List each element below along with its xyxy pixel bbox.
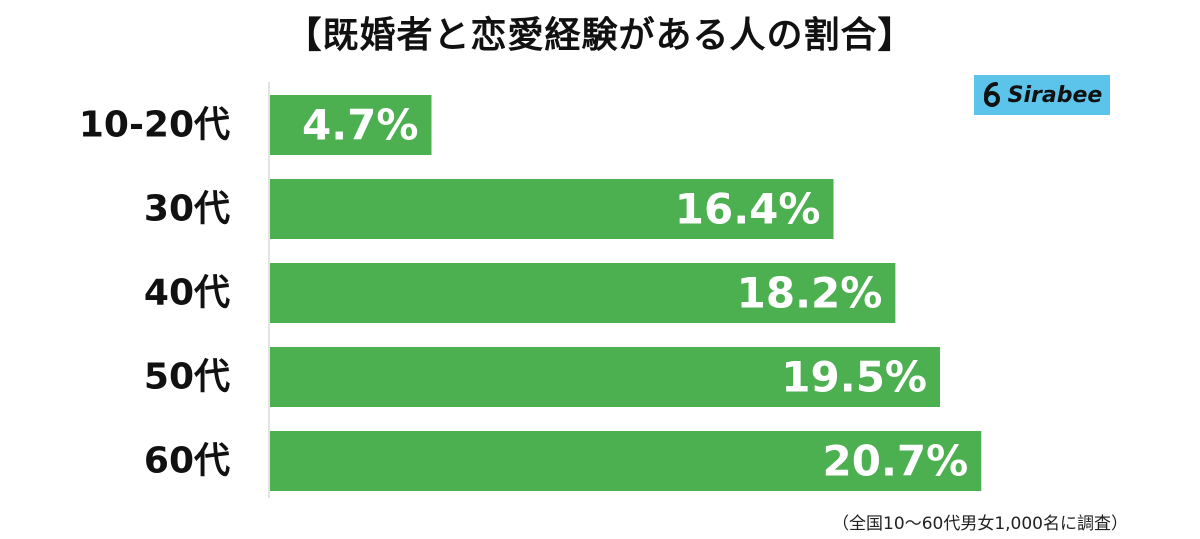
sirabee-logo: Sirabee <box>974 75 1110 115</box>
value-label: 20.7% <box>823 437 969 486</box>
bar <box>270 95 432 155</box>
bar <box>270 347 941 407</box>
value-label: 19.5% <box>781 353 927 402</box>
category-label: 30代 <box>144 189 230 230</box>
survey-footnote: （全国10〜60代男女1,000名に調査） <box>832 514 1128 534</box>
category-label: 60代 <box>144 441 230 482</box>
logo-text: Sirabee <box>1007 82 1103 108</box>
value-label: 18.2% <box>737 269 883 318</box>
bar <box>270 263 896 323</box>
chart-title: 【既婚者と恋愛経験がある人の割合】 <box>285 15 915 56</box>
bar <box>270 179 834 239</box>
value-label: 4.7% <box>302 101 418 150</box>
bar <box>270 431 982 491</box>
category-label: 50代 <box>144 357 230 398</box>
category-label: 10-20代 <box>79 105 230 146</box>
value-label: 16.4% <box>675 185 821 234</box>
category-label: 40代 <box>144 273 230 314</box>
sirabee-s-logo-icon <box>983 82 1000 107</box>
